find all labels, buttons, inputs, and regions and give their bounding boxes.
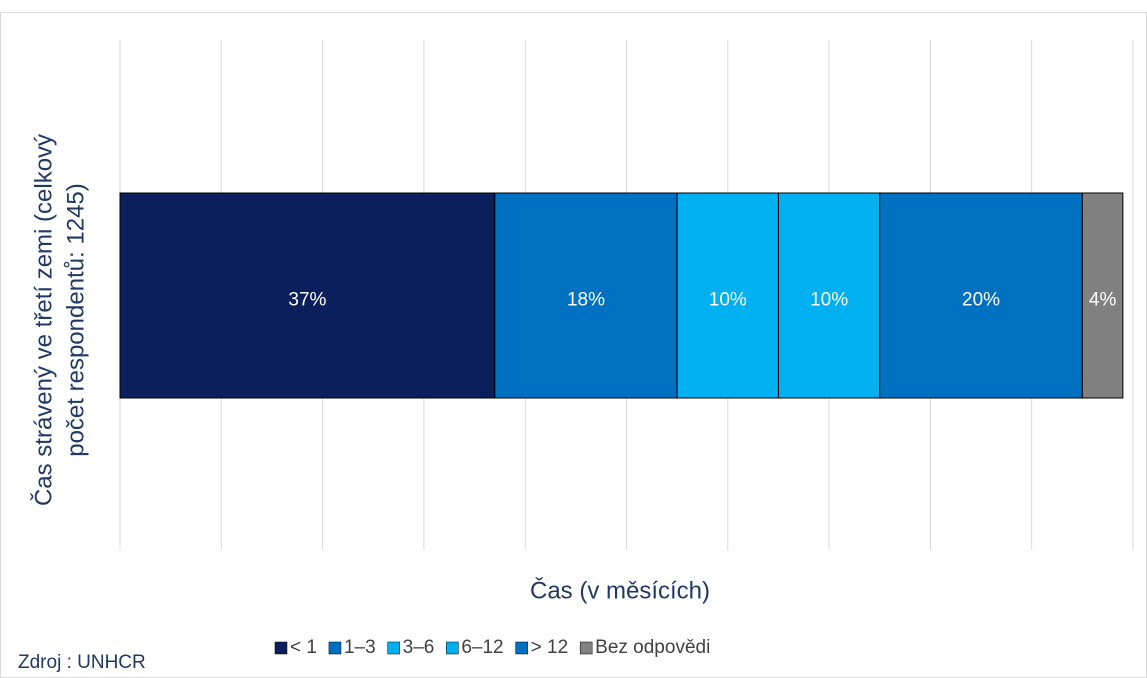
- legend-swatch: [328, 641, 342, 655]
- data-label: 37%: [288, 290, 326, 311]
- x-axis-label: Čas (v měsících): [530, 576, 710, 604]
- bar-segment: [494, 192, 678, 399]
- data-label: 10%: [810, 290, 848, 311]
- data-label: 4%: [1089, 290, 1117, 311]
- legend-swatch: [274, 641, 288, 655]
- y-axis-label-line: počet respondentů: 1245): [62, 183, 89, 457]
- y-axis-label-line: Čas strávený ve třetí zemi (celkový: [29, 134, 57, 506]
- legend-label: < 1: [290, 637, 317, 658]
- legend-swatch: [446, 641, 459, 655]
- bar-segment: [879, 192, 1083, 399]
- legend-swatch: [515, 641, 528, 655]
- legend-label: 3–6: [403, 637, 435, 658]
- legend-label: Bez odpovědi: [595, 637, 710, 658]
- legend-swatch: [579, 641, 593, 655]
- bar-segment: [119, 192, 496, 399]
- legend-swatch: [387, 641, 400, 655]
- data-label: 18%: [567, 290, 605, 311]
- legend-label: 1–3: [344, 637, 376, 658]
- data-label: 10%: [709, 290, 747, 311]
- data-label: 20%: [962, 290, 1000, 311]
- legend-label: 6–12: [461, 637, 503, 658]
- source: Zdroj : UNHCR: [18, 652, 146, 673]
- legend-label: > 12: [531, 637, 569, 658]
- y-axis-label: Čas strávený ve třetí zemi (celkový poče…: [29, 134, 89, 506]
- bar-segment: [1081, 192, 1124, 399]
